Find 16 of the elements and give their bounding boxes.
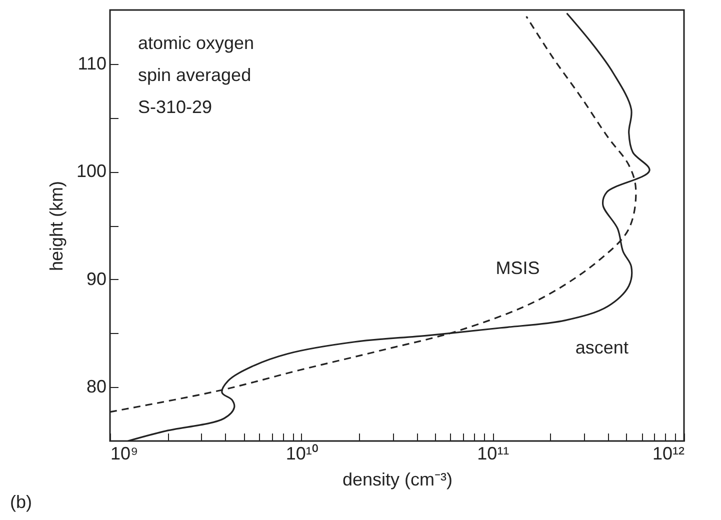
x-tick-label: 10¹²	[652, 444, 684, 464]
x-tick-label: 10¹¹	[477, 444, 510, 464]
y-tick-label: 100	[76, 161, 106, 182]
y-axis-title: height (km)	[46, 180, 66, 272]
annotation: spin averaged	[138, 65, 252, 85]
x-axis-title: density (cm⁻³)	[342, 470, 453, 490]
y-tick-label: 80	[86, 376, 106, 397]
y-tick-label: 90	[86, 268, 106, 289]
text: (b)	[10, 492, 32, 512]
annotation: atomic oxygen	[138, 33, 254, 53]
x-tick-label: 10¹⁰	[286, 444, 318, 464]
annotation: S-310-29	[138, 97, 212, 117]
x-tick-label: 10⁹	[110, 444, 138, 464]
series-label: ascent	[575, 337, 628, 358]
series-label: MSIS	[496, 258, 540, 278]
y-tick-label: 110	[78, 53, 106, 74]
